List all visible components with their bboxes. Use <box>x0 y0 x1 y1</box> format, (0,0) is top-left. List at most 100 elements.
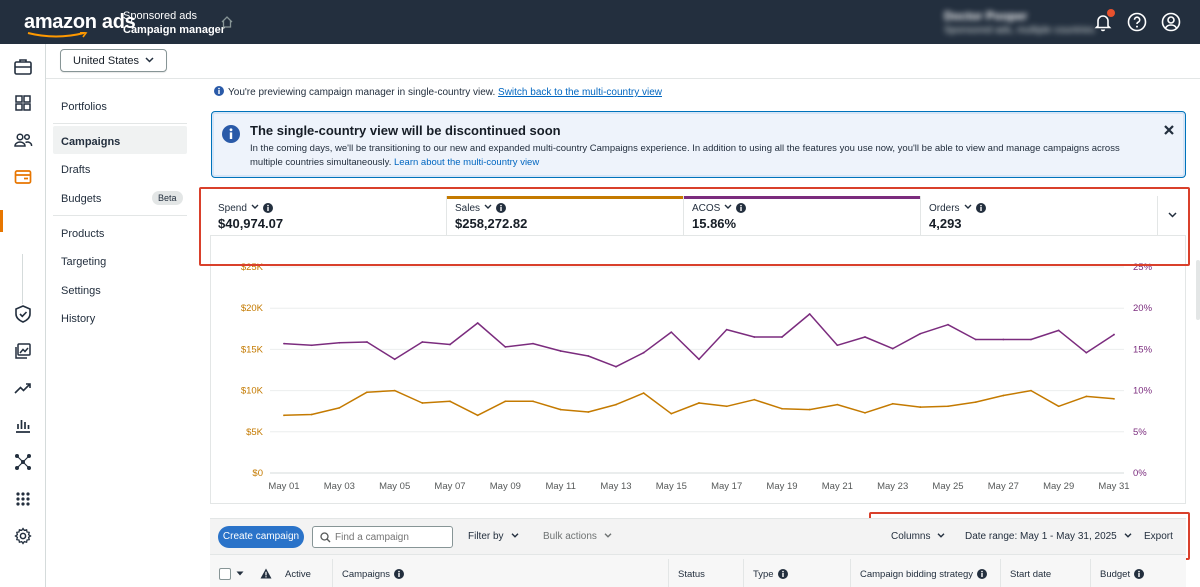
find-campaign-input[interactable] <box>335 530 450 544</box>
date-range-label: Date range: May 1 - May 31, 2025 <box>965 531 1117 542</box>
nav-item-settings[interactable]: Settings <box>61 285 101 297</box>
data-point-sales <box>781 407 783 410</box>
briefcase-icon[interactable] <box>13 57 33 77</box>
x-tick-label: May 03 <box>324 481 355 492</box>
help-icon[interactable] <box>1126 11 1148 33</box>
metric-sales[interactable]: Sales $258,272.82 <box>447 196 684 236</box>
data-point-acos <box>642 351 645 354</box>
info-icon[interactable] <box>777 569 788 579</box>
find-campaign-field[interactable] <box>312 526 453 548</box>
nav-item-drafts[interactable]: Drafts <box>61 164 91 176</box>
amazon-smile-icon <box>27 32 88 38</box>
settings-gear-icon[interactable] <box>13 526 33 546</box>
data-point-acos <box>753 336 756 338</box>
preview-notice-text: You're previewing campaign manager in si… <box>228 87 496 98</box>
trending-up-icon[interactable] <box>13 378 33 398</box>
data-point-acos <box>836 344 839 347</box>
performance-chart-frame <box>210 236 1186 504</box>
info-icon[interactable] <box>394 569 405 579</box>
account-info[interactable]: Doctor Pooper Sponsored ads, multiple co… <box>944 9 1095 36</box>
y-right-tick-label: 0% <box>1133 468 1147 479</box>
column-header-budget[interactable]: Budget <box>1100 569 1145 580</box>
amazon-ads-logo[interactable]: amazon ads <box>24 11 136 33</box>
data-point-acos <box>1030 338 1032 341</box>
info-icon[interactable] <box>496 203 507 213</box>
column-header-label: Budget <box>1100 569 1131 580</box>
nav-item-portfolios[interactable]: Portfolios <box>61 101 107 113</box>
column-header-active[interactable]: Active <box>285 569 311 580</box>
data-point-acos <box>532 342 534 345</box>
media-library-icon[interactable] <box>13 341 33 361</box>
learn-multi-country-link[interactable]: Learn about the multi-country view <box>393 157 540 168</box>
date-range-dropdown[interactable]: Date range: May 1 - May 31, 2025 <box>965 531 1132 542</box>
campaigns-icon[interactable] <box>13 167 33 187</box>
data-point-sales <box>1030 389 1032 392</box>
brand-shield-icon[interactable] <box>13 304 33 324</box>
data-point-acos <box>449 343 451 346</box>
reports-bar-chart-icon[interactable] <box>13 415 33 435</box>
nav-item-history[interactable]: History <box>61 313 96 325</box>
column-header-type[interactable]: Type <box>753 569 788 580</box>
y-left-tick-label: $15K <box>241 344 264 355</box>
export-button[interactable]: Export <box>1144 531 1173 542</box>
apps-grid-icon[interactable] <box>13 489 33 509</box>
chevron-down-icon <box>511 533 519 538</box>
column-header-start-date[interactable]: Start date <box>1010 569 1052 580</box>
campaign-table-header: Active Campaigns Status Type Campaign bi… <box>210 555 1186 587</box>
x-tick-label: May 27 <box>988 481 1019 492</box>
data-point-acos <box>974 338 977 341</box>
filter-by-label: Filter by <box>468 531 504 542</box>
column-header-campaigns[interactable]: Campaigns <box>342 569 405 580</box>
column-header-status[interactable]: Status <box>678 569 705 580</box>
y-left-tick-label: $5K <box>246 427 264 438</box>
expand-metrics-chevron-icon[interactable] <box>1168 212 1177 218</box>
metric-label: Orders <box>929 203 960 214</box>
info-icon[interactable] <box>977 569 988 579</box>
data-point-acos <box>587 355 590 357</box>
info-icon[interactable] <box>1134 569 1145 579</box>
data-point-sales <box>947 405 949 408</box>
notification-dot <box>1107 9 1115 17</box>
bulk-actions-dropdown[interactable]: Bulk actions <box>543 531 612 542</box>
home-icon[interactable] <box>220 15 234 29</box>
column-divider <box>850 559 851 587</box>
metric-orders[interactable]: Orders 4,293 <box>921 196 1158 236</box>
close-icon[interactable] <box>1163 124 1175 136</box>
chevron-down-icon[interactable] <box>236 571 244 576</box>
metric-acos[interactable]: ACOS 15.86% <box>684 196 921 236</box>
metric-color-bar <box>447 196 683 199</box>
user-profile-icon[interactable] <box>1160 11 1182 33</box>
create-campaign-button[interactable]: Create campaign <box>218 526 304 548</box>
data-point-acos <box>1057 329 1060 332</box>
country-select-value: United States <box>73 55 140 67</box>
audiences-icon[interactable] <box>13 130 33 150</box>
page-scrollbar[interactable] <box>1196 260 1200 320</box>
dashboard-icon[interactable] <box>13 93 33 113</box>
y-right-tick-label: 5% <box>1133 427 1147 438</box>
info-icon[interactable] <box>262 203 273 213</box>
info-icon[interactable] <box>736 203 747 213</box>
data-point-sales <box>476 414 479 417</box>
metric-spend[interactable]: Spend $40,974.07 <box>210 196 447 236</box>
columns-dropdown[interactable]: Columns <box>891 531 945 542</box>
column-divider <box>1090 559 1091 587</box>
nav-item-campaigns[interactable]: Campaigns <box>61 136 121 148</box>
campaign-table-toolbar: Create campaign Filter by Bulk actions C… <box>210 518 1186 555</box>
top-navigation-bar: amazon ads Sponsored ads Campaign manage… <box>0 0 1200 44</box>
column-header-bidding-strategy[interactable]: Campaign bidding strategy <box>860 569 988 580</box>
select-all-checkbox[interactable] <box>219 568 231 580</box>
column-divider <box>743 559 744 587</box>
nav-item-budgets[interactable]: Budgets <box>61 193 102 205</box>
info-icon[interactable] <box>975 203 986 213</box>
bell-icon[interactable] <box>1092 11 1114 33</box>
filter-by-dropdown[interactable]: Filter by <box>468 531 519 542</box>
y-left-tick-label: $0 <box>252 468 263 479</box>
network-icon[interactable] <box>13 452 33 472</box>
rail-active-indicator <box>0 210 3 232</box>
nav-item-products[interactable]: Products <box>61 228 105 240</box>
x-tick-label: May 25 <box>932 481 963 492</box>
data-point-acos <box>615 365 617 368</box>
switch-multi-country-link[interactable]: Switch back to the multi-country view <box>498 87 662 98</box>
nav-item-targeting[interactable]: Targeting <box>61 256 107 268</box>
country-select[interactable]: United States <box>60 49 167 72</box>
